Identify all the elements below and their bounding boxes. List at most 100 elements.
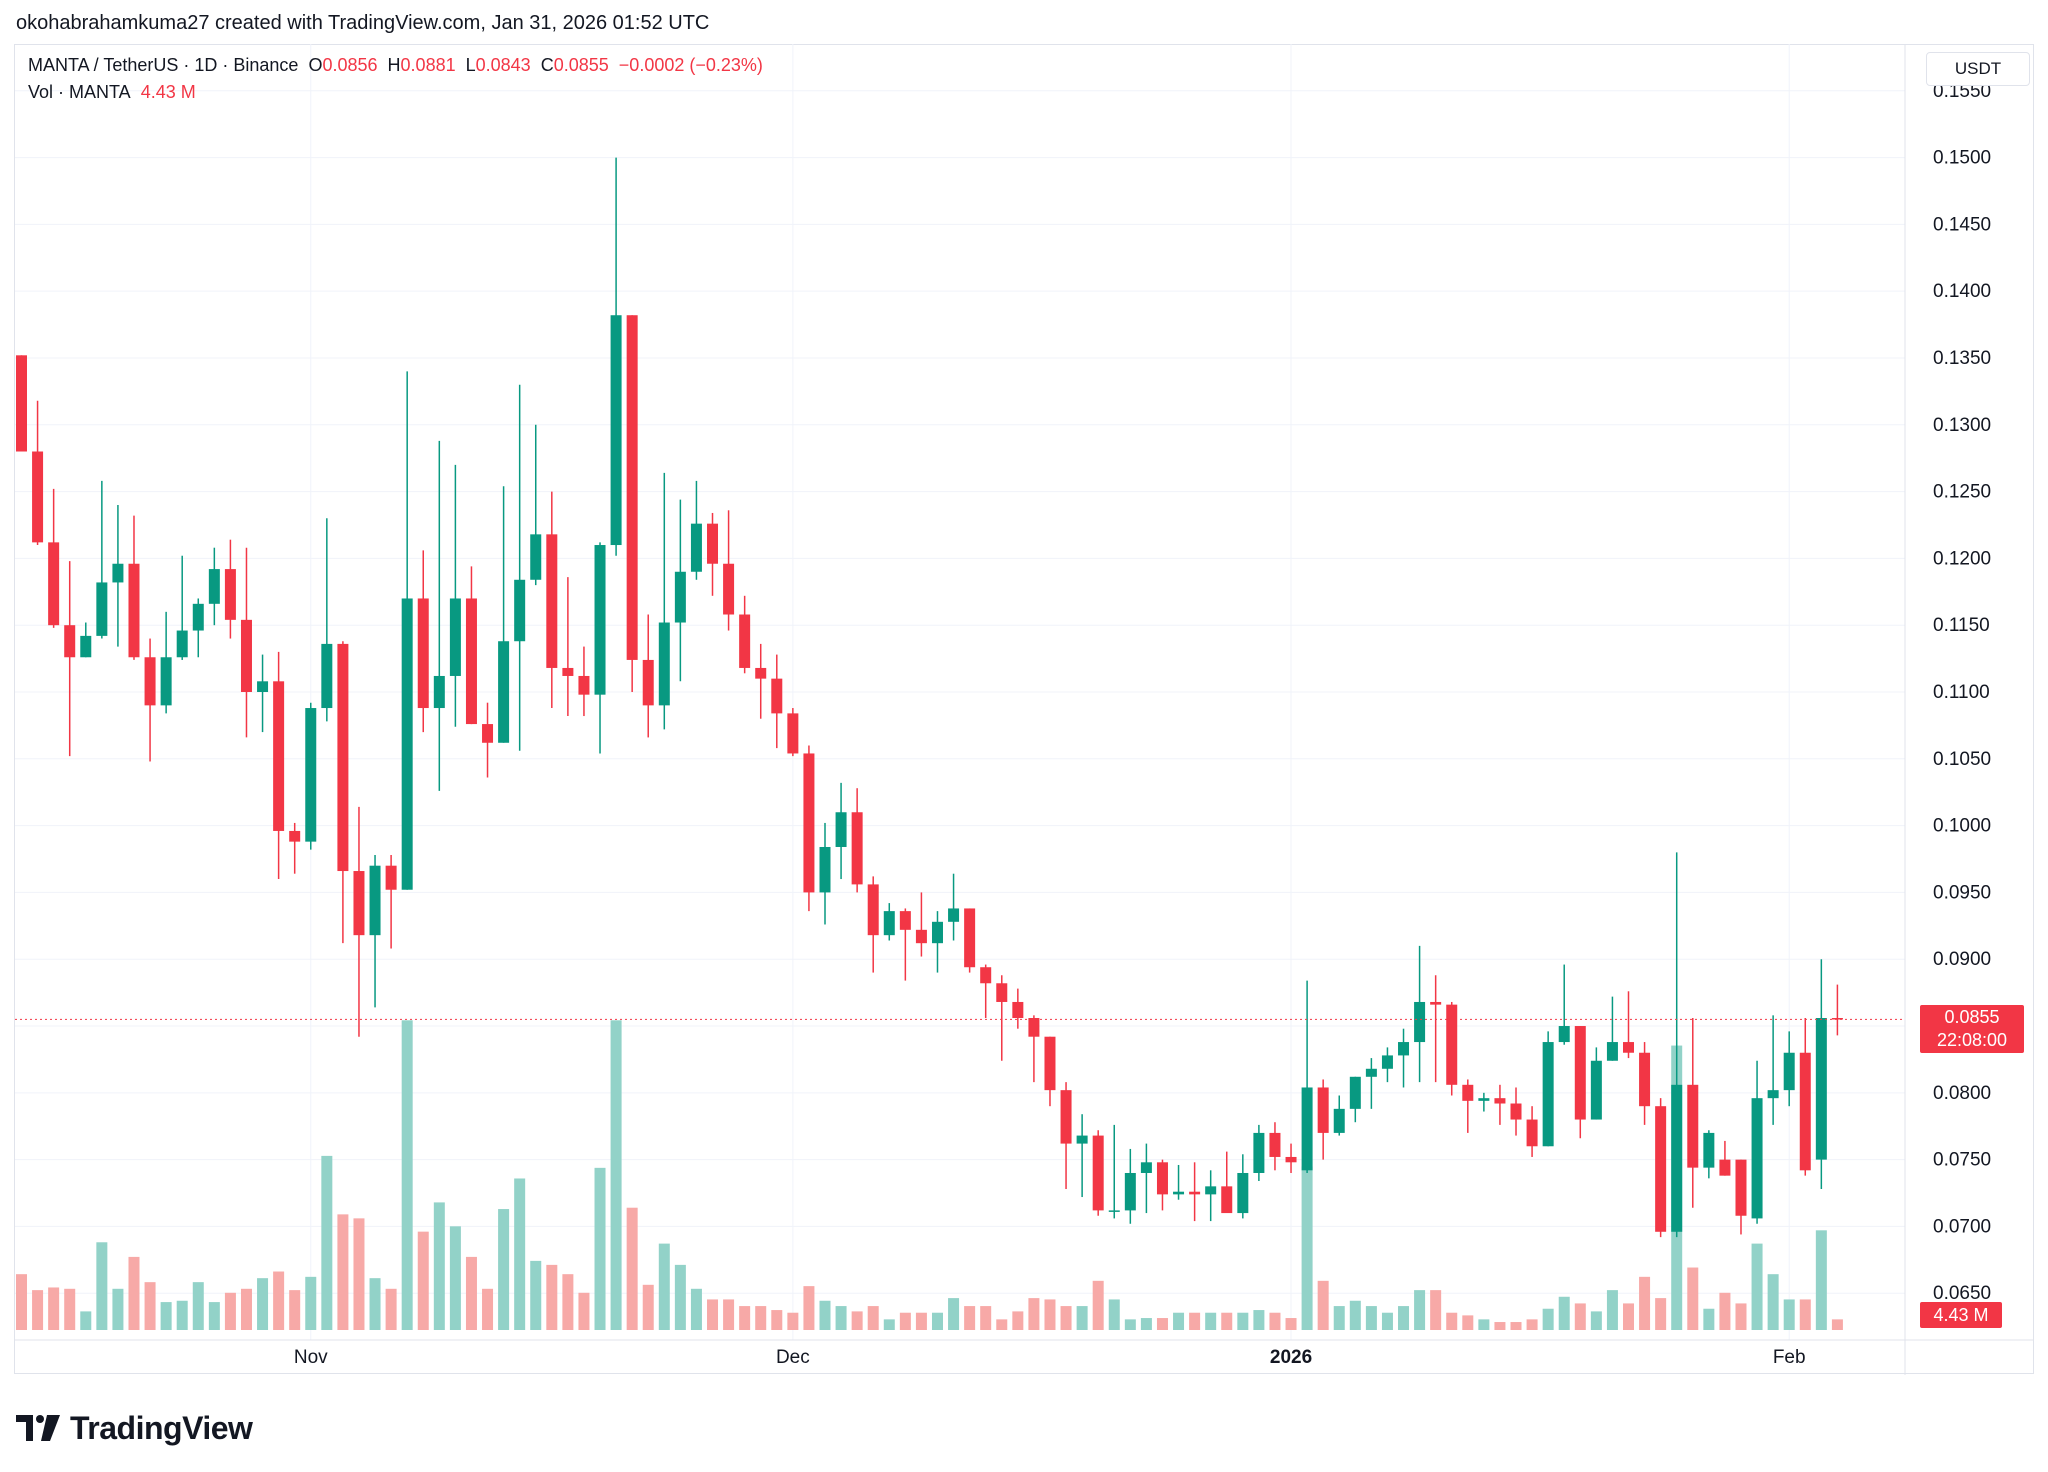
candle[interactable] [1365,1058,1377,1109]
candle[interactable] [1301,980,1313,1173]
candle[interactable] [771,654,783,749]
symbol-label[interactable]: MANTA / TetherUS · 1D · Binance [28,55,299,75]
candle[interactable] [546,491,558,709]
candle[interactable] [1639,1042,1651,1125]
candle[interactable] [1381,1047,1393,1083]
candle[interactable] [128,515,140,660]
candle[interactable] [562,577,574,717]
candle[interactable] [1558,964,1570,1045]
candle[interactable] [1205,1170,1217,1222]
candle[interactable] [1060,1082,1072,1190]
candle[interactable] [610,157,622,556]
candle[interactable] [1044,1036,1056,1107]
candle[interactable] [787,708,799,757]
candle[interactable] [1349,1076,1361,1123]
currency-button[interactable]: USDT [1926,52,2030,86]
candle[interactable] [32,400,44,546]
candle[interactable] [96,480,108,639]
candle[interactable] [305,702,317,850]
candle[interactable] [1590,1047,1602,1120]
candle[interactable] [1815,959,1827,1190]
candle[interactable] [433,440,445,791]
candle[interactable] [160,611,172,714]
candle[interactable] [899,908,911,981]
candle[interactable] [1751,1060,1763,1224]
candle[interactable] [658,472,670,730]
candle[interactable] [1462,1079,1474,1133]
candle[interactable] [803,745,815,912]
candle[interactable] [192,598,204,658]
candle[interactable] [465,566,477,725]
candle[interactable] [417,550,429,733]
candle[interactable] [369,855,381,1008]
candle[interactable] [1173,1164,1185,1200]
candle[interactable] [819,822,831,925]
candle[interactable] [1446,1001,1458,1096]
candle[interactable] [530,424,542,586]
candle[interactable] [321,518,333,722]
candle[interactable] [642,614,654,738]
candle[interactable] [626,315,638,692]
candle[interactable] [1269,1122,1281,1171]
tradingview-logo[interactable]: TradingView [16,1408,253,1448]
candle[interactable] [498,486,510,743]
candle[interactable] [289,822,301,874]
candle[interactable] [1028,1015,1040,1083]
candle[interactable] [401,371,413,890]
candle[interactable] [385,855,397,949]
candle[interactable] [1285,1143,1297,1173]
candle[interactable] [1719,1140,1731,1176]
candle[interactable] [931,911,943,973]
candle[interactable] [1494,1084,1506,1125]
candle[interactable] [1687,1018,1699,1208]
candle[interactable] [1108,1124,1120,1219]
candle[interactable] [1092,1130,1104,1216]
candle[interactable] [1574,1026,1586,1139]
candle[interactable] [674,499,686,682]
candle[interactable] [1317,1079,1329,1160]
chart-frame[interactable] [14,44,2034,1374]
candle[interactable] [1189,1162,1201,1222]
candle[interactable] [353,806,365,1037]
candle[interactable] [1124,1148,1136,1224]
candle[interactable] [1799,1018,1811,1176]
candle[interactable] [755,643,767,719]
candle[interactable] [1237,1154,1249,1219]
candle[interactable] [1542,1031,1554,1147]
candle[interactable] [337,641,349,944]
candle[interactable] [1783,1031,1795,1107]
candle[interactable] [1430,975,1442,1083]
candle[interactable] [1510,1087,1522,1136]
candle[interactable] [964,908,976,973]
candle[interactable] [449,464,461,727]
candle[interactable] [112,504,124,647]
candle[interactable] [514,384,526,751]
candle[interactable] [594,542,606,754]
candle[interactable] [723,510,735,631]
candle[interactable] [948,873,960,941]
candle[interactable] [1478,1092,1490,1112]
candle[interactable] [144,638,156,762]
candle[interactable] [1156,1159,1168,1211]
candle[interactable] [1076,1114,1088,1198]
candle[interactable] [1253,1124,1265,1182]
candle[interactable] [1012,988,1024,1029]
candle[interactable] [883,903,895,941]
candle[interactable] [578,646,590,717]
volume-label[interactable]: Vol · MANTA [28,82,131,102]
candle[interactable] [739,595,751,674]
candle[interactable] [1623,991,1634,1059]
candle[interactable] [224,539,236,639]
candle[interactable] [1414,945,1426,1083]
candle[interactable] [16,355,27,452]
candle[interactable] [208,547,220,626]
candle[interactable] [1655,1098,1667,1238]
candle[interactable] [1671,852,1683,1238]
candle[interactable] [915,892,927,957]
candle[interactable] [980,964,992,1019]
candle[interactable] [1221,1151,1233,1214]
candle[interactable] [690,480,702,580]
candle[interactable] [1767,1015,1779,1125]
candle[interactable] [851,788,863,893]
